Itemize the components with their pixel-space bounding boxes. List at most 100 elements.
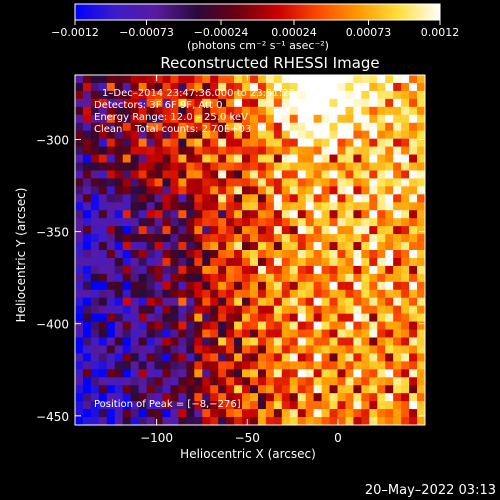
heatmap-cell [257,186,267,195]
heatmap-cell [82,305,92,315]
heatmap-cell [409,226,418,235]
heatmap-cell [297,170,307,180]
heatmap-cell [138,385,148,394]
heatmap-cell [409,281,418,291]
heatmap-cell [98,257,108,267]
heatmap-cell [98,353,108,362]
heatmap-cell [265,273,275,283]
heatmap-cell [202,226,211,235]
heatmap-cell [265,393,275,402]
heatmap-cell [75,234,84,243]
heatmap-cell [178,114,187,124]
heatmap-cell [90,154,100,164]
heatmap-cell [146,218,156,227]
heatmap-cell [401,114,410,124]
heatmap-cell [194,218,203,227]
heatmap-cell [385,281,394,291]
heatmap-cell [361,273,370,283]
heatmap-cell [297,393,307,402]
heatmap-cell [82,409,92,418]
heatmap-cell [242,226,251,235]
heatmap-cell [138,265,148,275]
heatmap-cell [242,75,251,84]
heatmap-cell [353,281,362,291]
heatmap-cell [305,321,315,331]
heatmap-cell [353,250,362,259]
heatmap-cell [186,361,195,370]
heatmap-cell [234,122,243,132]
heatmap-cell [289,154,299,164]
heatmap-cell [114,385,124,394]
heatmap-cell [313,265,323,275]
heatmap-cell [130,313,140,323]
heatmap-cell [417,305,425,315]
heatmap-cell [90,98,100,108]
heatmap-cell [345,377,355,386]
heatmap-cell [257,122,267,132]
heatmap-cell [289,170,299,180]
heatmap-cell [313,226,323,235]
heatmap-cell [146,289,156,299]
heatmap-cell [218,289,227,299]
heatmap-cell [75,98,84,108]
heatmap-cell [329,82,339,92]
heatmap-cell [377,154,386,164]
heatmap-cell [90,401,100,410]
heatmap-cell [337,409,347,418]
heatmap-cell [114,305,124,315]
heatmap-cell [297,162,307,172]
heatmap-cell [281,377,291,386]
heatmap-cell [401,218,410,227]
heatmap-cell [162,265,172,275]
heatmap-cell [82,250,92,259]
heatmap-cell [337,202,347,211]
heatmap-cell [114,337,124,347]
heatmap-cell [226,130,235,140]
heatmap-cell [289,186,299,195]
heatmap-cell [289,114,299,124]
x-tick-label: 0 [334,431,342,445]
heatmap-cell [273,361,283,370]
heatmap-cell [409,313,418,323]
heatmap-cell [369,114,378,124]
heatmap-cell [106,162,116,172]
heatmap-cell [218,146,227,156]
heatmap-cell [409,369,418,378]
heatmap-cell [82,75,92,84]
heatmap-cell [250,234,259,243]
heatmap-cell [313,313,323,323]
heatmap-cell [393,226,402,235]
heatmap-cell [194,210,203,219]
heatmap-cell [257,313,267,323]
heatmap-cell [377,321,386,331]
heatmap-cell [281,257,291,267]
heatmap-cell [417,329,425,339]
heatmap-cell [369,377,378,386]
heatmap-cell [234,393,243,402]
heatmap-cell [369,146,378,156]
heatmap-cell [369,218,378,227]
heatmap-cell [329,194,339,203]
heatmap-cell [106,130,116,140]
heatmap-cell [337,250,347,259]
heatmap-cell [202,218,211,227]
heatmap-cell [106,305,116,315]
heatmap-cell [210,162,219,172]
colorbar: −0.0012 −0.00073 −0.00024 0.00024 0.00073 0.0… [51,3,459,52]
heatmap-cell [409,265,418,275]
heatmap-cell [297,194,307,203]
heatmap-cell [170,178,180,187]
heatmap-cell [417,75,425,84]
heatmap-cell [417,90,425,100]
heatmap-cell [289,273,299,283]
heatmap-cell [75,257,84,267]
heatmap-cell [401,170,410,180]
heatmap-cell [178,361,187,370]
heatmap-cell [130,98,140,108]
heatmap-cell [369,329,378,339]
heatmap-cell [329,210,339,219]
heatmap-cell [122,281,132,291]
heatmap-cell [393,218,402,227]
heatmap-cell [162,218,172,227]
heatmap-cell [130,170,140,180]
